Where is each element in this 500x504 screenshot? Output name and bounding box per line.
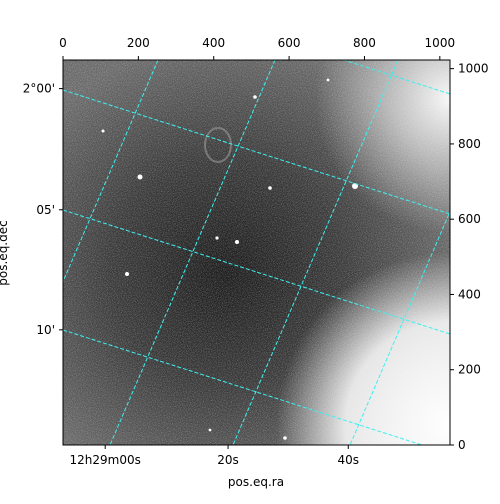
y-tick-label: 800 <box>458 137 481 151</box>
y-tick-label: 400 <box>458 287 481 301</box>
y-tick-label: 0 <box>458 438 466 452</box>
axes-frame <box>62 59 451 446</box>
x-tick-label: 0 <box>59 36 67 50</box>
x-tick-label: 600 <box>278 36 301 50</box>
y-tick-label: 1000 <box>458 62 489 76</box>
y-tick-label: 200 <box>458 363 481 377</box>
x-tick-label: 800 <box>353 36 376 50</box>
x-tick-label: 200 <box>127 36 150 50</box>
x-tick-label: 1000 <box>425 36 456 50</box>
dec-tick-label: 2°00' <box>23 82 55 96</box>
dec-tick-label: 10' <box>36 323 55 337</box>
ra-tick-label: 40s <box>337 453 359 467</box>
ra-tick-label: 12h29m00s <box>70 453 141 467</box>
y-axis-label: pos.eq.dec <box>0 220 10 285</box>
coordinate-grid <box>63 60 450 445</box>
dec-tick-label: 05' <box>36 203 55 217</box>
sky-image <box>63 60 450 445</box>
x-tick-label: 400 <box>202 36 225 50</box>
y-tick-label: 600 <box>458 212 481 226</box>
x-axis-label: pos.eq.ra <box>228 475 284 489</box>
ra-tick-label: 20s <box>217 453 239 467</box>
